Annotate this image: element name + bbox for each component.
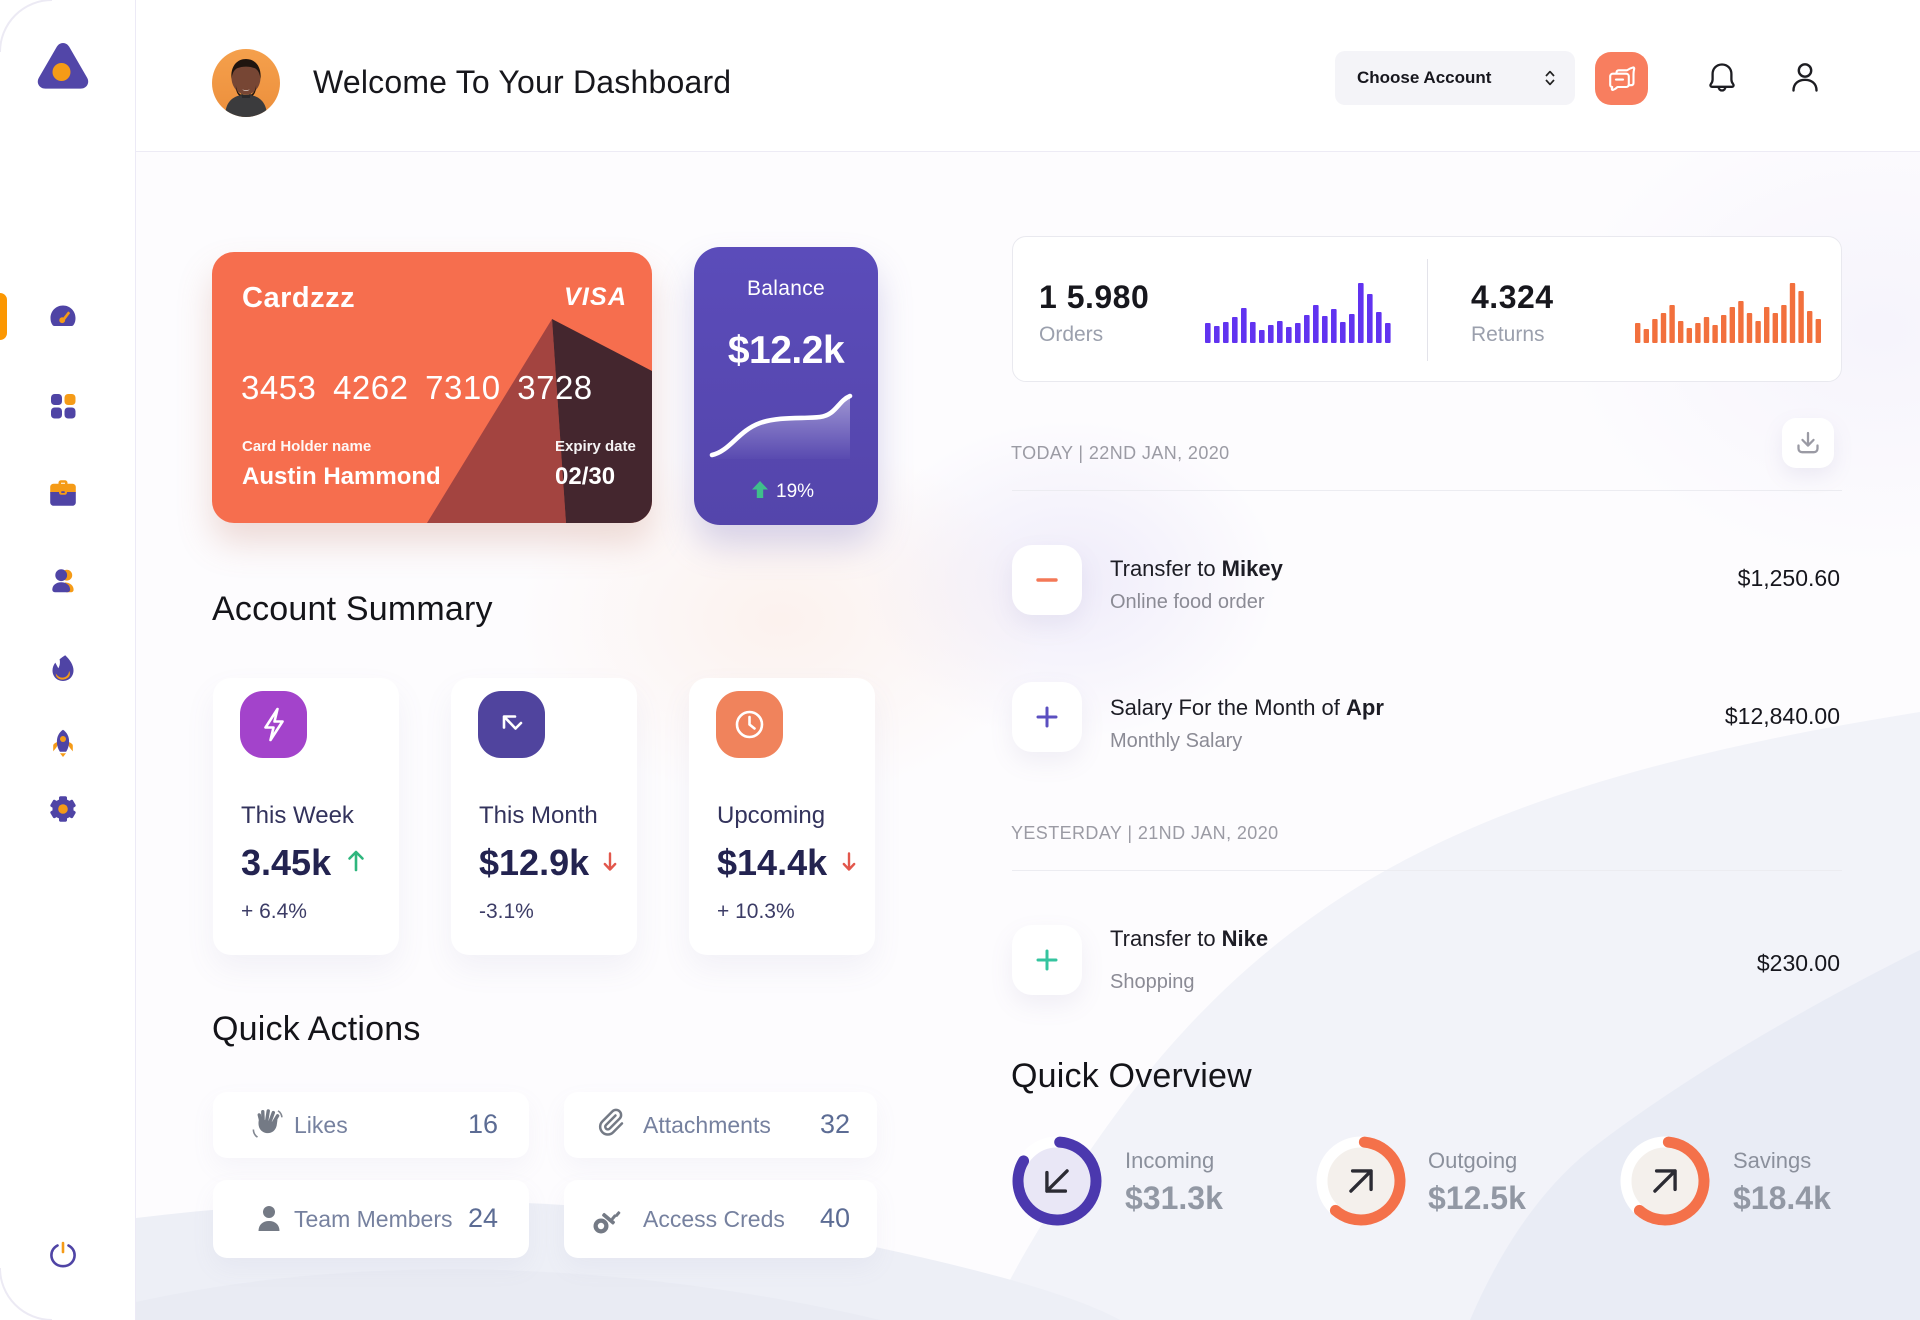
svg-text:VISA: VISA — [564, 286, 626, 308]
